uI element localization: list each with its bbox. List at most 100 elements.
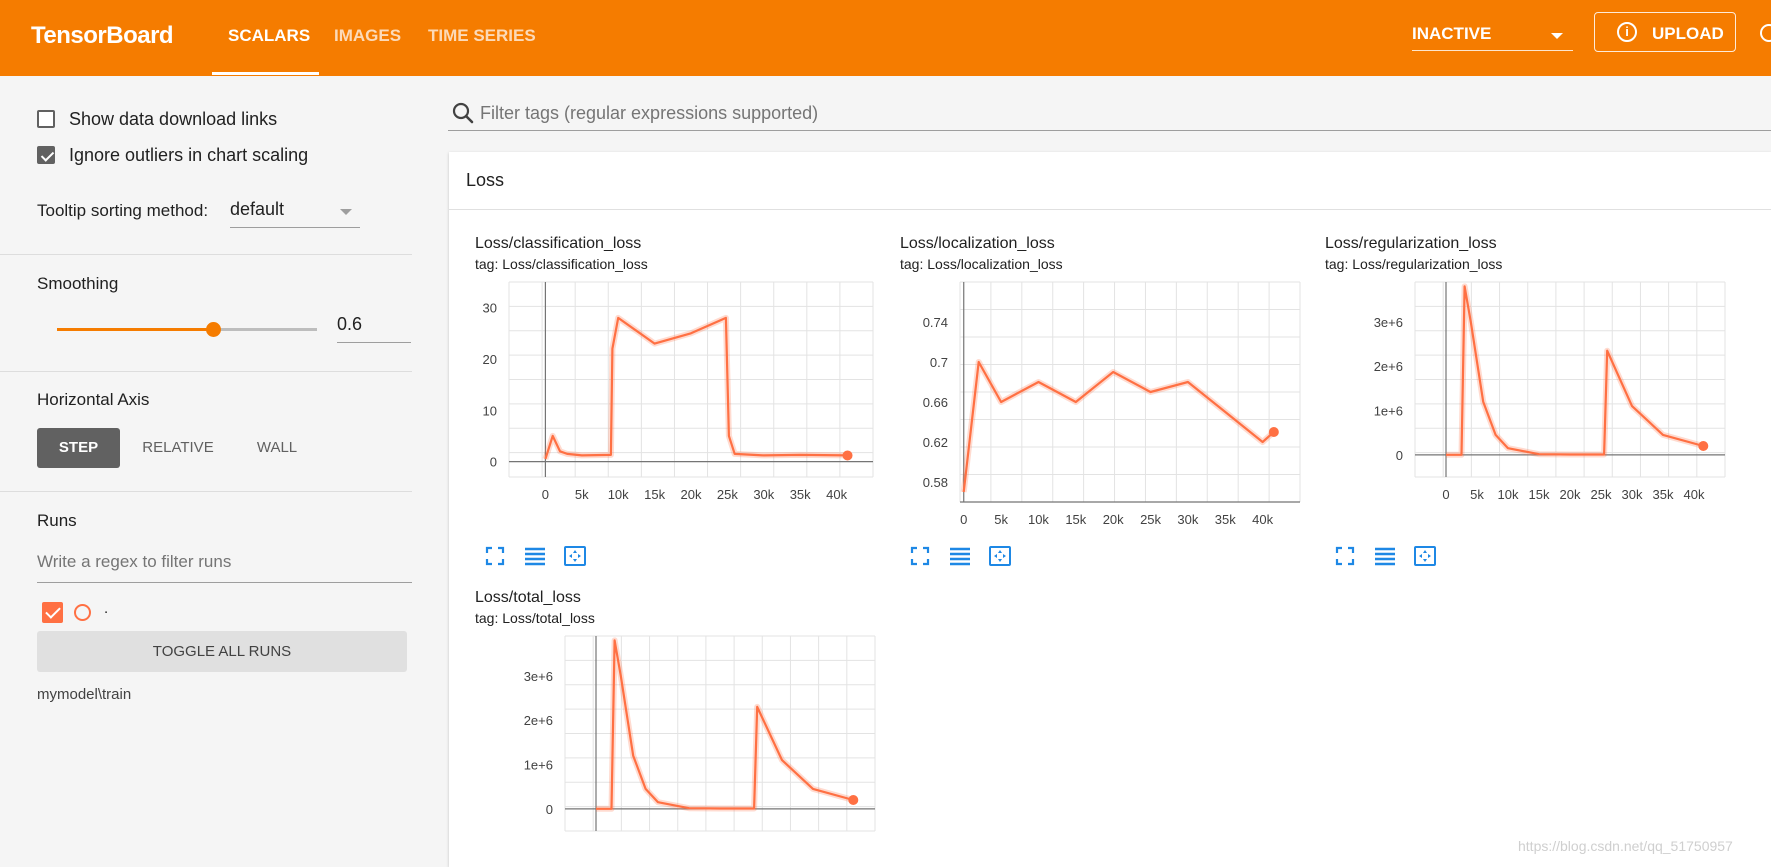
run-color-circle[interactable] (74, 604, 91, 621)
axis-wall-button[interactable]: WALL (256, 439, 298, 456)
x-tick-label: 0 (1442, 487, 1449, 502)
axis-step-button[interactable]: STEP (37, 428, 120, 468)
x-tick-label: 40k (1684, 487, 1705, 502)
section-divider (0, 254, 412, 255)
plot-area (596, 637, 855, 812)
smoothed-series-line (1446, 285, 1704, 456)
chart-title: Loss/localization_loss (900, 235, 1055, 252)
checkbox-box[interactable] (37, 110, 55, 128)
y-tick-label: 1e+6 (524, 758, 553, 773)
chart-tag: tag: Loss/localization_loss (900, 256, 1063, 272)
tab-scalars[interactable]: SCALARS (228, 26, 311, 45)
last-point-marker (848, 794, 859, 805)
raw-series-line (596, 637, 855, 812)
plot-area (1446, 283, 1705, 458)
group-title[interactable]: Loss (466, 170, 505, 190)
checkbox-label: Ignore outliers in chart scaling (69, 145, 309, 165)
data-table-icon[interactable] (948, 544, 972, 568)
fit-domain-icon[interactable] (988, 544, 1012, 568)
tooltip-sorting-value: default (230, 199, 285, 219)
chart-title: Loss/total_loss (475, 589, 581, 606)
section-divider (0, 371, 412, 372)
smoothing-slider-fill (57, 328, 213, 331)
chart-tag: tag: Loss/regularization_loss (1325, 256, 1503, 272)
x-tick-label: 25k (1140, 512, 1161, 527)
tooltip-sorting-dropdown[interactable]: default (230, 199, 360, 228)
y-tick-label: 3e+6 (1374, 315, 1403, 330)
chart-title: Loss/regularization_loss (1325, 235, 1497, 252)
loss-group-card: Loss Loss/classification_loss tag: Loss/… (449, 152, 1771, 867)
raw-series-line (542, 314, 848, 460)
fullscreen-icon[interactable] (908, 544, 932, 568)
run-status-value: INACTIVE (1412, 24, 1492, 43)
search-icon (452, 102, 474, 124)
chart-title: Loss/classification_loss (475, 235, 642, 252)
y-tick-label: 0 (546, 802, 553, 817)
active-tab-indicator (212, 72, 319, 75)
localization-loss-chart[interactable]: 0.58 0.62 0.66 0.7 0.74 0 5k 10k 15k 20k 25k 30k 35k… (900, 281, 1301, 527)
fit-domain-icon[interactable] (563, 544, 587, 568)
runs-label: Runs (37, 511, 77, 530)
data-table-icon[interactable] (523, 544, 547, 568)
smoothed-series-line (962, 360, 1275, 493)
y-tick-label: 2e+6 (524, 713, 553, 728)
chevron-down-icon (340, 209, 352, 215)
top-app-bar: TensorBoard SCALARS IMAGES TIME SERIES I… (0, 0, 1771, 76)
regularization-loss-chart[interactable]: 0 1e+6 2e+6 3e+6 0 5k 10k 15k 20k 25k 30k 35k 40k (1325, 281, 1726, 522)
last-point-marker (842, 450, 853, 461)
x-tick-label: 30k (753, 487, 774, 502)
x-tick-label: 30k (1622, 487, 1643, 502)
horizontal-axis-label: Horizontal Axis (37, 390, 150, 409)
tab-time-series[interactable]: TIME SERIES (428, 26, 536, 45)
x-tick-label: 5k (994, 512, 1008, 527)
upload-label: UPLOAD (1652, 24, 1724, 43)
fit-domain-icon[interactable] (1413, 544, 1437, 568)
help-icon[interactable] (1760, 24, 1771, 42)
upload-button[interactable]: i UPLOAD (1594, 12, 1736, 52)
axis-relative-button[interactable]: RELATIVE (142, 439, 214, 456)
filter-tags-input[interactable]: Filter tags (regular expressions support… (480, 103, 1771, 124)
classification-loss-chart[interactable]: 0 10 20 30 0 5k 10k 15k 20k 25k 30k 35k 40k (475, 281, 875, 522)
y-tick-label: 30 (483, 301, 497, 316)
fullscreen-icon[interactable] (1333, 544, 1357, 568)
y-tick-label: 0 (490, 455, 497, 470)
section-divider (0, 491, 412, 492)
smoothing-input[interactable]: 0.6 (337, 306, 411, 343)
x-tick-label: 20k (681, 487, 702, 502)
filter-underline (448, 130, 1771, 131)
y-tick-label: 20 (483, 352, 497, 367)
filter-runs-placeholder: Write a regex to filter runs (37, 552, 232, 571)
info-icon: i (1617, 22, 1637, 42)
x-tick-label: 20k (1103, 512, 1124, 527)
checkbox-label: Show data download links (69, 109, 278, 129)
x-tick-label: 25k (717, 487, 738, 502)
y-tick-label: 10 (483, 403, 497, 418)
x-tick-label: 15k (1529, 487, 1550, 502)
filter-runs-input[interactable]: Write a regex to filter runs (37, 552, 412, 583)
x-tick-label: 15k (644, 487, 665, 502)
run-checkbox[interactable] (42, 602, 63, 623)
smoothing-slider[interactable] (57, 322, 317, 337)
run-name: mymodel\train (37, 686, 132, 703)
fullscreen-icon[interactable] (483, 544, 507, 568)
smoothed-series-line (596, 639, 854, 810)
x-tick-label: 20k (1560, 487, 1581, 502)
smoothing-slider-thumb[interactable] (206, 322, 221, 337)
tab-images[interactable]: IMAGES (334, 26, 402, 45)
x-tick-label: 10k (1028, 512, 1049, 527)
data-table-icon[interactable] (1373, 544, 1397, 568)
total-loss-chart[interactable]: 0 1e+6 2e+6 3e+6 (475, 635, 876, 862)
x-tick-label: 10k (608, 487, 629, 502)
x-tick-label: 25k (1591, 487, 1612, 502)
toggle-all-runs-button[interactable]: TOGGLE ALL RUNS (37, 631, 407, 672)
x-tick-label: 15k (1065, 512, 1086, 527)
x-tick-label: 35k (790, 487, 811, 502)
checkbox-box-checked[interactable] (37, 146, 55, 164)
y-tick-label: 0 (1396, 448, 1403, 463)
run-status-dropdown[interactable]: INACTIVE (1412, 24, 1573, 51)
x-tick-label: 0 (542, 487, 549, 502)
run-label: . (104, 600, 109, 617)
x-tick-label: 5k (1470, 487, 1484, 502)
x-tick-label: 40k (1252, 512, 1273, 527)
smoothed-series-line (544, 316, 848, 460)
